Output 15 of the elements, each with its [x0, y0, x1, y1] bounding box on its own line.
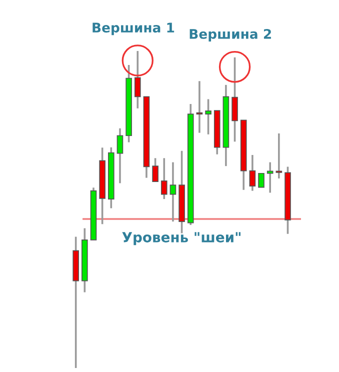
- candlestick: [196, 80, 203, 134]
- candlestick: [134, 50, 141, 110]
- annotation: Вершина 2: [190, 28, 271, 42]
- candlestick: [160, 157, 168, 200]
- candlestick: [152, 157, 158, 183]
- candlestick: [249, 154, 256, 192]
- candlestick: [205, 98, 212, 136]
- ref-line-label: Уровень "шеи": [122, 232, 240, 246]
- candlestick: [266, 161, 274, 194]
- candlestick: [116, 127, 124, 184]
- annotation: Вершина 1: [92, 22, 174, 36]
- candlestick: [170, 161, 176, 222]
- candlestick: [232, 56, 238, 143]
- candlestick: [258, 172, 264, 188]
- candlestick: [276, 132, 282, 180]
